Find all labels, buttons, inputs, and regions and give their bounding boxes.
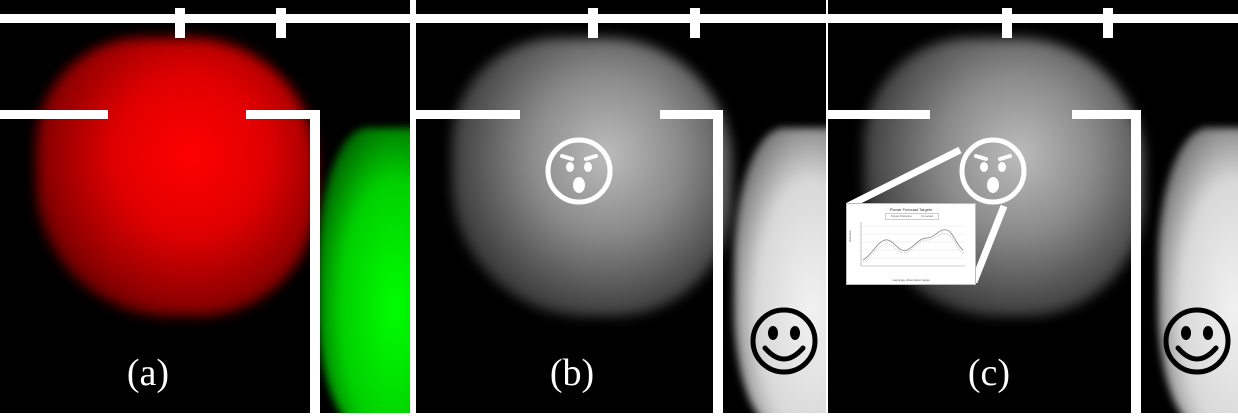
surprised-face-icon xyxy=(544,136,614,206)
vertical-wall xyxy=(310,110,320,413)
panel-label-c: (c) xyxy=(939,351,1039,395)
smiley-face-icon xyxy=(749,306,819,376)
inset-legend-entry: Forecast xyxy=(921,214,933,219)
inset-chart-legend: Target Distance Forecast xyxy=(885,213,939,220)
top-wall xyxy=(416,14,826,23)
surprised-face-icon xyxy=(958,136,1028,206)
chart-inset: Planar Forecast Targets Target Distance … xyxy=(846,203,976,285)
wall-tick xyxy=(690,8,700,38)
panel-c: Planar Forecast Targets Target Distance … xyxy=(828,0,1238,413)
inset-plot-area xyxy=(857,220,967,274)
panel-a: (a) xyxy=(0,0,410,413)
inset-series-line xyxy=(863,230,963,260)
green-heat-region xyxy=(318,128,410,413)
right-wall-segment xyxy=(246,110,320,119)
panel-label-b: (b) xyxy=(522,351,622,395)
inset-legend-entry: Target Distance xyxy=(891,214,912,219)
left-wall-segment xyxy=(416,110,520,119)
inset-chart-title: Planar Forecast Targets xyxy=(847,207,975,212)
panel-label-a: (a) xyxy=(98,351,198,395)
panel-b: (b) xyxy=(416,0,826,413)
top-wall xyxy=(0,14,410,23)
wall-tick xyxy=(588,8,598,38)
inset-chart-xlabel: Lagrange observation target xyxy=(847,278,975,282)
red-heat-region xyxy=(36,38,316,316)
wall-tick xyxy=(276,8,286,38)
inset-chart-ylabel: Distance xyxy=(848,230,852,242)
vertical-wall xyxy=(713,110,723,413)
wall-tick xyxy=(175,8,185,38)
smiley-face-icon xyxy=(1162,306,1232,376)
left-wall-segment xyxy=(0,110,108,119)
